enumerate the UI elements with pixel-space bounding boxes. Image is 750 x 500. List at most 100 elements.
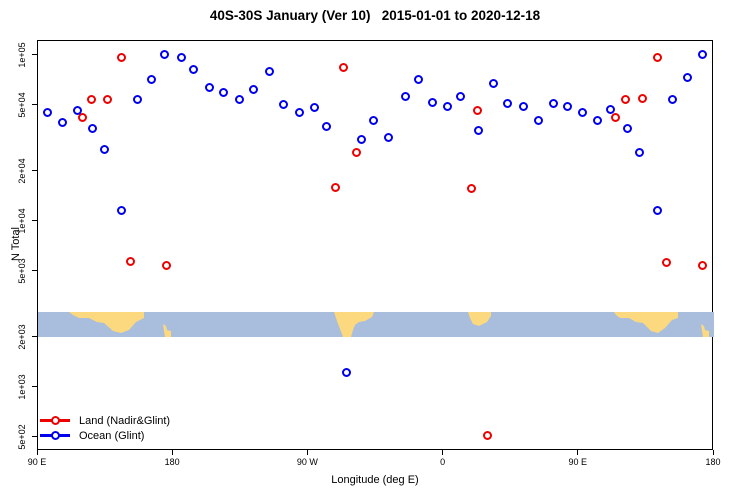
data-point-ocean — [442, 101, 452, 111]
data-point-ocean — [562, 101, 572, 111]
legend-label-ocean: Ocean (Glint) — [79, 429, 145, 442]
data-point-land — [103, 94, 113, 104]
data-point-land — [352, 147, 362, 157]
land-ocean-map-strip — [38, 312, 714, 337]
ocean-series-circle-icon — [50, 431, 60, 440]
data-point-ocean — [248, 84, 258, 94]
data-point-ocean — [519, 101, 529, 111]
data-point-land — [637, 93, 647, 103]
data-point-ocean — [474, 126, 484, 136]
data-point-ocean — [160, 50, 170, 60]
data-point-ocean — [278, 100, 288, 110]
x-tick-mark — [442, 450, 444, 455]
y-tick-label: 5e+02 — [17, 424, 27, 450]
x-tick-mark — [171, 450, 173, 455]
y-tick-label: 2e+03 — [17, 324, 27, 350]
land-shape-new-zealand-pass-2 — [701, 324, 709, 337]
data-point-ocean — [414, 75, 424, 85]
legend-item-land: Land (Nadir&Glint) — [40, 413, 170, 428]
x-tick-label: 90 E — [27, 457, 47, 467]
y-tick-label: 5e+03 — [17, 258, 27, 284]
data-point-ocean — [88, 124, 98, 134]
x-tick-label: 90 E — [568, 457, 588, 467]
data-point-ocean — [146, 75, 156, 85]
y-tick-label: 1e+05 — [17, 42, 27, 68]
data-point-land — [116, 53, 126, 63]
land-shape-australia-pass-2 — [614, 312, 678, 333]
data-point-ocean — [622, 124, 632, 134]
data-point-land — [621, 94, 631, 104]
land-series-symbol — [40, 416, 70, 425]
x-tick-label: 90 W — [296, 457, 318, 467]
data-point-land — [466, 184, 476, 194]
data-point-ocean — [341, 367, 351, 377]
data-point-ocean — [43, 107, 52, 117]
data-point-ocean — [176, 52, 186, 62]
y-tick-mark — [32, 270, 37, 272]
land-series-circle-icon — [50, 416, 60, 425]
data-point-land — [331, 182, 341, 192]
y-tick-mark — [32, 220, 37, 222]
data-point-ocean — [634, 147, 644, 157]
data-point-ocean — [606, 104, 616, 114]
x-tick-mark — [712, 450, 714, 455]
y-tick-mark — [32, 336, 37, 338]
data-point-ocean — [456, 92, 466, 102]
data-point-ocean — [427, 97, 437, 107]
data-point-ocean — [100, 144, 110, 154]
land-shape-south-africa — [468, 312, 491, 326]
land-shape-south-america — [334, 312, 374, 337]
data-point-land — [472, 106, 482, 116]
ocean-strip — [38, 312, 714, 337]
data-point-ocean — [592, 116, 602, 126]
data-point-ocean — [133, 94, 143, 104]
data-point-land — [661, 258, 671, 268]
data-point-ocean — [502, 98, 512, 108]
y-tick-label: 1e+03 — [17, 374, 27, 400]
y-tick-label: 1e+04 — [17, 208, 27, 234]
y-tick-label: 2e+04 — [17, 158, 27, 184]
data-point-ocean — [400, 92, 410, 102]
data-point-ocean — [534, 116, 544, 126]
x-axis-label: Longitude (deg E) — [331, 474, 419, 486]
data-point-ocean — [356, 134, 366, 144]
data-point-ocean — [116, 206, 126, 216]
data-point-ocean — [265, 67, 275, 77]
ocean-series-symbol — [40, 431, 70, 440]
y-tick-mark — [32, 54, 37, 56]
data-point-ocean — [384, 132, 394, 142]
data-point-ocean — [295, 107, 305, 117]
data-point-land — [161, 260, 171, 270]
x-tick-label: 0 — [440, 457, 446, 467]
land-shape-australia-west-pass-1 — [69, 312, 144, 333]
x-tick-mark — [36, 450, 38, 455]
data-point-land — [483, 430, 493, 440]
y-tick-mark — [32, 386, 37, 388]
data-point-land — [697, 260, 707, 270]
data-point-ocean — [310, 103, 320, 113]
legend: Land (Nadir&Glint) Ocean (Glint) — [40, 413, 170, 443]
data-point-ocean — [682, 73, 692, 83]
data-point-ocean — [368, 115, 378, 125]
data-point-land — [125, 256, 135, 266]
chart-title: 40S-30S January (Ver 10) 2015-01-01 to 2… — [209, 8, 541, 23]
data-point-ocean — [235, 94, 245, 104]
data-point-ocean — [322, 122, 332, 132]
x-tick-mark — [306, 450, 308, 455]
data-point-ocean — [188, 64, 198, 74]
y-tick-mark — [32, 436, 37, 438]
y-tick-mark — [32, 170, 37, 172]
data-point-ocean — [549, 98, 559, 108]
y-tick-label: 5e+04 — [17, 92, 27, 118]
data-point-ocean — [577, 107, 587, 117]
legend-label-land: Land (Nadir&Glint) — [79, 414, 171, 427]
data-point-land — [77, 112, 87, 122]
data-point-ocean — [489, 79, 499, 89]
x-tick-label: 180 — [705, 457, 721, 467]
x-tick-label: 180 — [164, 457, 180, 467]
data-point-ocean — [218, 88, 228, 98]
data-point-ocean — [73, 106, 83, 116]
plot-area — [37, 40, 714, 450]
data-point-land — [610, 112, 620, 122]
